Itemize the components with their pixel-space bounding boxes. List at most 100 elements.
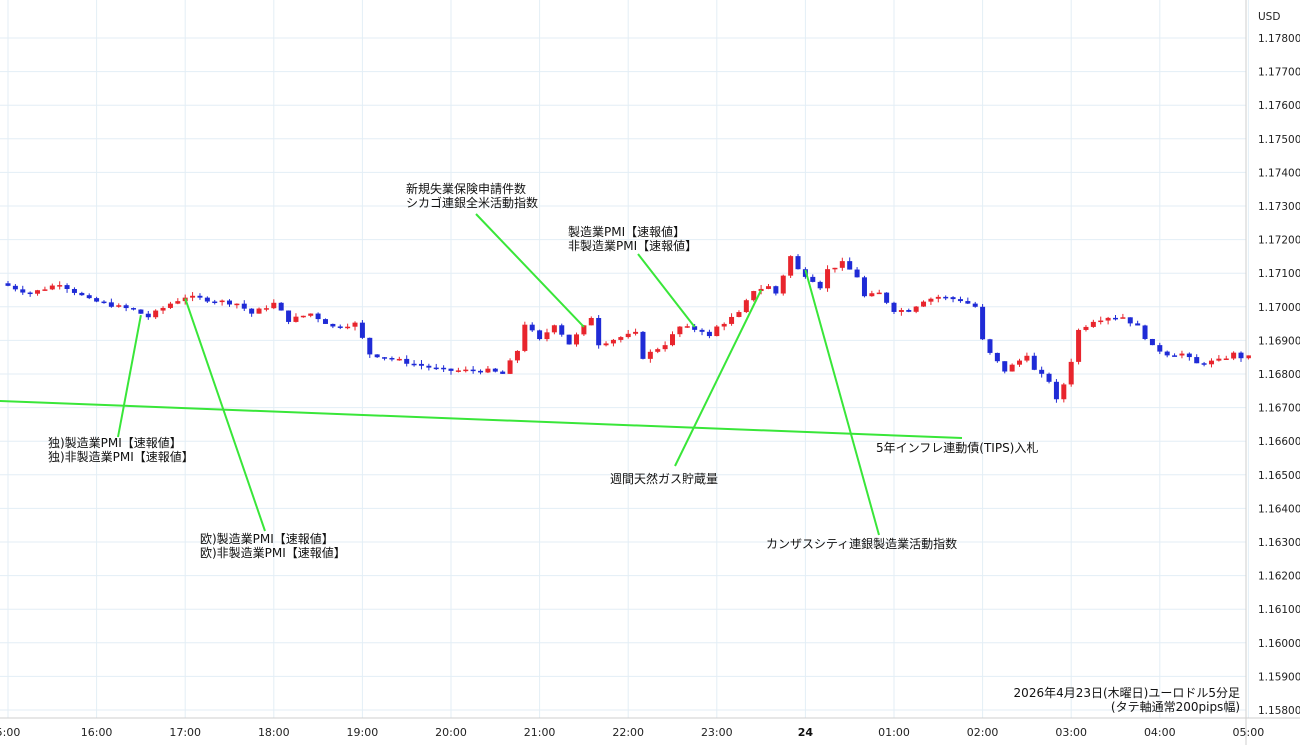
price-tick-label: 1.17300 bbox=[1258, 201, 1300, 213]
price-tick-label: 1.16100 bbox=[1258, 604, 1300, 616]
candle-body bbox=[736, 312, 742, 317]
candle-body bbox=[271, 302, 277, 309]
time-tick-label: 05:00 bbox=[1233, 726, 1265, 739]
currency-label: USD bbox=[1258, 11, 1280, 23]
candle-body bbox=[382, 357, 388, 359]
candle-body bbox=[1186, 353, 1192, 358]
candle-body bbox=[300, 315, 306, 318]
candle-body bbox=[404, 358, 410, 364]
candle-body bbox=[921, 301, 927, 307]
candle-body bbox=[714, 326, 720, 337]
candle-body bbox=[647, 351, 653, 359]
price-tick-label: 1.17100 bbox=[1258, 268, 1300, 280]
candle-body bbox=[145, 313, 151, 318]
candle-body bbox=[190, 295, 196, 298]
time-tick-label: 01:00 bbox=[878, 726, 910, 739]
candle-body bbox=[522, 324, 528, 351]
candle-body bbox=[906, 310, 912, 312]
candle-body bbox=[898, 310, 904, 312]
price-tick-label: 1.16800 bbox=[1258, 369, 1300, 381]
annotation-label: 5年インフレ連動債(TIPS)入札 bbox=[876, 440, 1038, 455]
candle-body bbox=[167, 303, 173, 308]
candle-body bbox=[706, 331, 712, 337]
candle-body bbox=[1017, 360, 1023, 365]
price-tick-label: 1.17800 bbox=[1258, 33, 1300, 45]
candle-body bbox=[1046, 373, 1052, 382]
annotation-label: シカゴ連銀全米活動指数 bbox=[406, 195, 538, 210]
candle-body bbox=[138, 309, 144, 314]
candle-body bbox=[965, 301, 971, 304]
candle-body bbox=[758, 288, 764, 292]
candle-body bbox=[655, 349, 661, 352]
candle-body bbox=[1068, 361, 1074, 385]
candle-body bbox=[980, 306, 986, 340]
candle-body bbox=[699, 329, 705, 332]
candle-body bbox=[71, 289, 77, 293]
annotation-lines bbox=[0, 213, 963, 536]
candle-body bbox=[743, 300, 749, 313]
time-tick-label: 04:00 bbox=[1144, 726, 1176, 739]
time-tick-label: 19:00 bbox=[347, 726, 379, 739]
time-tick-label: 02:00 bbox=[967, 726, 999, 739]
annotation-label: 欧)非製造業PMI【速報値】 bbox=[200, 545, 346, 560]
candle-body bbox=[943, 296, 949, 299]
candle-body bbox=[729, 316, 735, 324]
candle-body bbox=[374, 354, 380, 358]
candle-body bbox=[684, 326, 690, 328]
annotation-line bbox=[0, 400, 963, 439]
candle-body bbox=[212, 301, 218, 304]
time-axis[interactable]: 5:00 16:00 17:00 18:00 19:00 20:00 21:00 22:00 2… bbox=[0, 726, 1264, 739]
candle-body bbox=[234, 303, 240, 306]
candle-body bbox=[950, 297, 956, 300]
candle-body bbox=[1002, 361, 1008, 372]
candle-body bbox=[1127, 317, 1133, 324]
price-tick-label: 1.16000 bbox=[1258, 638, 1300, 650]
candle-body bbox=[1231, 352, 1237, 359]
candle-body bbox=[1201, 363, 1207, 365]
candle-body bbox=[485, 368, 491, 373]
candle-body bbox=[433, 367, 439, 370]
candle-body bbox=[426, 365, 432, 368]
candle-body bbox=[42, 289, 48, 291]
candle-body bbox=[389, 357, 395, 360]
candle-body bbox=[1083, 326, 1089, 330]
candle-body bbox=[847, 261, 853, 270]
chart-caption-line-1: 2026年4月23日(木曜日)ユーロドル5分足 bbox=[1014, 686, 1240, 700]
time-tick-label: 17:00 bbox=[169, 726, 201, 739]
candle-body bbox=[588, 317, 594, 326]
candle-body bbox=[869, 293, 875, 297]
candle-body bbox=[86, 295, 92, 299]
candle-body bbox=[1172, 355, 1178, 357]
candle-body bbox=[345, 326, 351, 329]
candle-body bbox=[396, 358, 402, 361]
candle-body bbox=[57, 285, 63, 287]
price-tick-label: 1.16900 bbox=[1258, 335, 1300, 347]
time-tick-label: 03:00 bbox=[1055, 726, 1087, 739]
candle-body bbox=[1157, 345, 1163, 352]
candle-body bbox=[227, 300, 232, 305]
time-tick-label: 20:00 bbox=[435, 726, 467, 739]
annotation-label: 新規失業保険申請件数 bbox=[406, 181, 526, 196]
candle-body bbox=[49, 285, 55, 290]
price-tick-label: 1.17200 bbox=[1258, 235, 1300, 247]
candle-body bbox=[241, 303, 247, 309]
annotation-label: 非製造業PMI【速報値】 bbox=[568, 238, 697, 253]
candle-body bbox=[618, 337, 624, 340]
candle-body bbox=[322, 319, 328, 324]
candle-body bbox=[278, 302, 284, 311]
candle-body bbox=[861, 277, 867, 297]
candle-body bbox=[721, 323, 727, 327]
annotation-labels: 独)製造業PMI【速報値】独)非製造業PMI【速報値】欧)製造業PMI【速報値】… bbox=[48, 181, 1038, 560]
candle-body bbox=[1142, 325, 1148, 339]
candle-body bbox=[1113, 317, 1118, 320]
candle-body bbox=[1238, 352, 1244, 359]
price-tick-label: 1.16300 bbox=[1258, 537, 1300, 549]
candle-body bbox=[957, 299, 963, 302]
time-tick-label: 21:00 bbox=[524, 726, 556, 739]
candle-body bbox=[551, 325, 557, 333]
time-tick-label: 24 bbox=[798, 726, 814, 739]
candle-body bbox=[1009, 364, 1015, 372]
price-axis[interactable]: 1.17800 1.17700 1.17600 1.17500 1.17400 1.173… bbox=[1258, 33, 1300, 717]
candle-body bbox=[153, 310, 159, 318]
